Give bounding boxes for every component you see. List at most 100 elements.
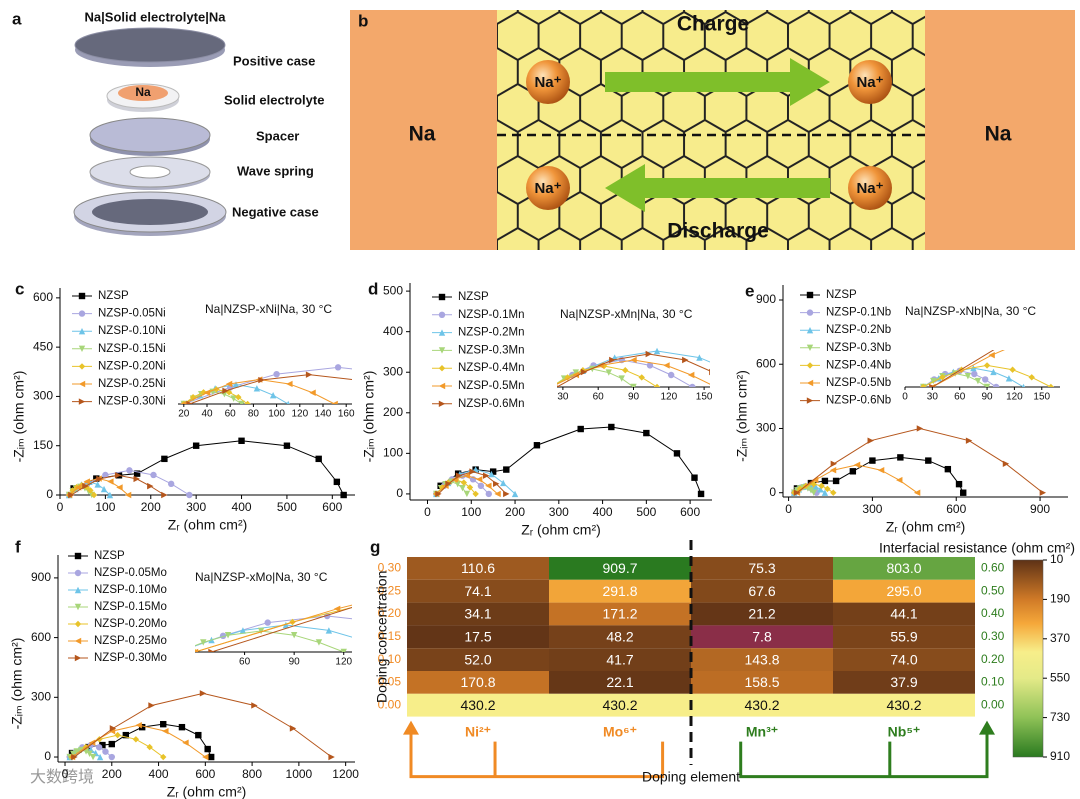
y-tick-label: 450 [33, 339, 53, 353]
marker [494, 490, 501, 498]
y-tick-label: 600 [33, 290, 53, 304]
heat-cell [691, 579, 833, 603]
marker [990, 368, 997, 376]
marker [289, 725, 297, 732]
row-label: 0.30 [981, 629, 1005, 643]
marker [83, 483, 90, 491]
part-label: Negative case [232, 204, 319, 219]
cell-label: 909.7 [602, 560, 637, 576]
marker [74, 569, 82, 577]
marker [1047, 383, 1055, 387]
annotation: Na|NZSP-xNb|Na, 30 °C [905, 304, 1036, 318]
colorbar [1012, 559, 1044, 758]
y-tick-label: 900 [756, 292, 776, 306]
y-tick-label: 0 [769, 485, 776, 499]
legend-label: NZSP-0.05Ni [98, 308, 166, 320]
marker [503, 466, 510, 473]
marker [132, 736, 140, 743]
electrode-label: Na [409, 123, 436, 146]
inset-tick-label: 90 [981, 392, 993, 403]
cell-label: 295.0 [886, 583, 921, 599]
marker [100, 485, 108, 493]
row-label: 0.15 [378, 629, 402, 643]
y-axis-label: -Zᵢₘ (ohm cm²) [11, 371, 27, 463]
legend-label: NZSP-0.10Ni [98, 325, 166, 337]
marker [503, 490, 510, 498]
discharge-arrow [605, 164, 830, 212]
inset-tick-label: 120 [1006, 392, 1023, 403]
cell-label: 430.2 [886, 697, 921, 713]
series [437, 423, 705, 498]
legend-label: NZSP [458, 291, 489, 303]
marker [133, 475, 140, 483]
marker [282, 621, 290, 629]
marker [971, 370, 978, 378]
marker [810, 480, 817, 488]
marker [147, 482, 154, 490]
marker [87, 487, 94, 494]
column-label: Mo⁶⁺ [603, 723, 637, 739]
marker [445, 480, 452, 487]
y-tick-label: 100 [383, 446, 403, 460]
marker [95, 744, 103, 751]
marker [94, 481, 101, 488]
series [195, 627, 347, 652]
marker [424, 401, 430, 407]
marker [74, 484, 82, 491]
legend-label: NZSP [826, 289, 857, 301]
cell-label: 170.8 [460, 674, 495, 690]
marker [689, 383, 696, 387]
x-tick-label: 500 [277, 500, 297, 514]
marker [500, 479, 507, 487]
legend-label: NZSP-0.4Mn [458, 362, 524, 374]
legend-label: NZSP-0.2Nb [826, 324, 891, 336]
arrow-head [403, 720, 419, 735]
marker [78, 380, 86, 388]
marker [96, 736, 103, 743]
series [70, 437, 347, 499]
marker [849, 468, 857, 475]
marker [548, 384, 554, 390]
marker [1039, 489, 1047, 496]
x-tick-label: 0 [57, 500, 64, 514]
cell-label: 430.2 [744, 697, 779, 713]
marker [74, 654, 82, 662]
legend-label: NZSP-0.1Mn [458, 309, 524, 321]
row-label: 0.00 [981, 697, 1005, 711]
marker [829, 467, 837, 474]
y-tick-label: 300 [756, 421, 776, 435]
marker [331, 400, 338, 404]
x-tick-label: 400 [593, 505, 613, 519]
marker [673, 450, 681, 457]
diagram-title: Na|Solid electrolyte|Na [85, 9, 227, 24]
inset-tick-label: 60 [593, 392, 605, 403]
marker [186, 491, 193, 499]
ion-label: Na⁺ [534, 74, 561, 91]
row-label: 0.20 [981, 652, 1005, 666]
marker [146, 743, 153, 751]
x-tick-label: 300 [549, 505, 569, 519]
marker [622, 367, 629, 374]
marker [960, 489, 967, 496]
marker [438, 365, 446, 372]
series [195, 604, 352, 652]
marker [488, 470, 495, 478]
marker [290, 632, 298, 639]
marker [824, 485, 831, 493]
inset-tick-label: 120 [291, 409, 308, 420]
legend-label: NZSP-0.1Nb [826, 307, 891, 319]
marker [646, 362, 654, 369]
cell-label: 44.1 [890, 606, 917, 622]
colorbar-tick-label: 10 [1050, 552, 1064, 566]
inset-tick-label: 0 [902, 392, 908, 403]
x-tick-label: 0 [785, 502, 792, 516]
x-tick-label: 900 [1030, 502, 1050, 516]
series [929, 350, 995, 387]
x-axis-label: Doping element [642, 769, 740, 785]
x-tick-label: 400 [149, 767, 169, 781]
inset-tick-label: 60 [239, 657, 251, 668]
x-axis-label: Zᵣ (ohm cm²) [168, 517, 248, 533]
cell-label: 430.2 [602, 697, 637, 713]
marker [482, 472, 490, 479]
y-tick-label: 200 [383, 405, 403, 419]
